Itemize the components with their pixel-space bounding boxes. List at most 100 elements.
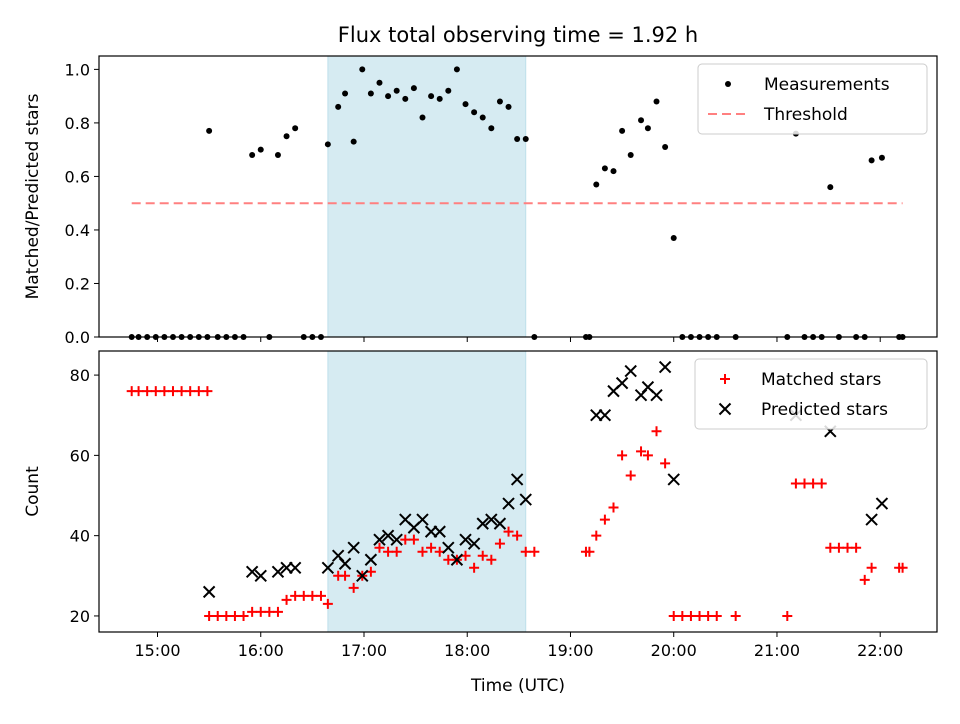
- measurement-point: [471, 109, 478, 116]
- legend-predicted-swatch: [718, 402, 732, 416]
- chart-title: Flux total observing time = 1.92 h: [338, 23, 698, 47]
- measurement-point: [249, 152, 256, 159]
- matched-star-point: [833, 542, 844, 553]
- matched-star-point: [391, 546, 402, 557]
- measurement-point: [350, 138, 357, 145]
- x-tick-label: 20:00: [651, 641, 697, 660]
- top-y-axis-label: Matched/Predicted stars: [23, 93, 43, 299]
- matched-star-point: [426, 542, 437, 553]
- bottom-panel-counts: 15:00 16:00 17:00 18:00 19:00 20:00 21:00 22:00…: [23, 350, 938, 660]
- matched-star-point: [348, 582, 359, 593]
- matched-star-point: [816, 478, 827, 489]
- measurement-point: [662, 143, 669, 150]
- bottom-y-tick-label: 40: [70, 527, 90, 546]
- matched-star-point: [229, 610, 240, 621]
- matched-star-point: [599, 514, 610, 525]
- matched-star-point: [897, 562, 908, 573]
- bottom-series-1: [202, 360, 889, 599]
- matched-star-point: [660, 458, 671, 469]
- bottom-shaded-interval: [327, 350, 527, 633]
- bottom-legend-label: Matched stars: [761, 370, 881, 390]
- matched-star-point: [503, 526, 514, 537]
- predicted-star-point: [624, 364, 637, 378]
- top-axes-frame: [98, 55, 938, 338]
- predicted-star-point: [364, 553, 378, 566]
- matched-star-point: [298, 590, 309, 601]
- matched-star-point: [221, 610, 232, 621]
- matched-star-point: [808, 478, 819, 489]
- matched-star-point: [193, 386, 204, 397]
- bottom-legend-box: [694, 358, 928, 430]
- x-tick-label: 15:00: [134, 641, 180, 660]
- bottom-series-0: [126, 386, 908, 621]
- predicted-star-point: [338, 557, 352, 570]
- matched-star-point: [383, 546, 394, 557]
- measurement-point: [505, 103, 512, 110]
- matched-star-point: [520, 546, 531, 557]
- predicted-star-point: [650, 388, 663, 402]
- measurement-point: [488, 125, 495, 132]
- measurement-point: [324, 141, 331, 148]
- matched-star-point: [408, 534, 419, 545]
- bottom-y-tick-label: 80: [70, 366, 90, 385]
- predicted-star-point: [450, 553, 464, 566]
- predicted-star-point: [615, 376, 629, 390]
- matched-star-point: [591, 530, 602, 541]
- bottom-axes-frame: [98, 350, 938, 633]
- matched-star-point: [443, 554, 454, 565]
- matched-star-point: [150, 386, 161, 397]
- x-tick-label: 16:00: [238, 641, 284, 660]
- predicted-star-point: [254, 569, 267, 583]
- legend-matched-swatch: [720, 374, 730, 384]
- matched-star-point: [400, 534, 411, 545]
- predicted-star-point: [865, 513, 878, 526]
- predicted-star-point: [390, 533, 403, 546]
- top-y-tick-label: 0.8: [65, 114, 90, 133]
- bottom-y-tick-label: 20: [70, 607, 90, 626]
- predicted-star-point: [381, 529, 395, 542]
- top-y-tick-label: 0.0: [65, 328, 90, 347]
- predicted-star-point: [288, 561, 302, 574]
- matched-star-point: [159, 386, 170, 397]
- matched-star-point: [782, 610, 793, 621]
- matched-star-point: [608, 502, 619, 513]
- predicted-star-point: [442, 541, 455, 554]
- matched-star-point: [374, 542, 385, 553]
- matched-star-point: [642, 450, 653, 461]
- matched-star-point: [176, 386, 187, 397]
- measurement-point: [610, 168, 617, 175]
- predicted-star-point: [373, 533, 386, 546]
- matched-star-point: [703, 610, 714, 621]
- measurement-point: [402, 95, 409, 102]
- top-y-tick-label: 0.2: [65, 274, 90, 293]
- x-tick-label: 21:00: [754, 641, 800, 660]
- measurement-point: [274, 152, 281, 159]
- top-legend-box: [697, 63, 928, 135]
- matched-star-point: [204, 610, 215, 621]
- measurement-point: [436, 95, 443, 102]
- matched-star-point: [238, 610, 249, 621]
- predicted-star-point: [321, 561, 335, 574]
- top-legend-label: Threshold: [763, 105, 848, 125]
- measurement-point: [445, 87, 452, 94]
- matched-star-point: [529, 546, 540, 557]
- bottom-legend-label: Predicted stars: [761, 400, 888, 420]
- measurement-point: [601, 165, 608, 172]
- predicted-star-point: [202, 585, 216, 599]
- predicted-star-point: [875, 497, 889, 510]
- matched-star-point: [247, 606, 258, 617]
- matched-star-point: [512, 530, 523, 541]
- matched-star-point: [281, 594, 292, 605]
- predicted-star-point: [245, 565, 259, 578]
- matched-star-point: [340, 570, 351, 581]
- predicted-star-point: [467, 537, 481, 550]
- measurement-point: [479, 114, 486, 121]
- matched-star-point: [469, 562, 480, 573]
- measurement-point: [868, 157, 875, 164]
- top-legend-label: Measurements: [764, 75, 890, 95]
- matched-star-point: [668, 610, 679, 621]
- matched-star-point: [825, 542, 836, 553]
- measurement-point: [376, 79, 383, 86]
- bottom-y-axis-label: Count: [23, 466, 43, 517]
- predicted-star-point: [416, 513, 429, 526]
